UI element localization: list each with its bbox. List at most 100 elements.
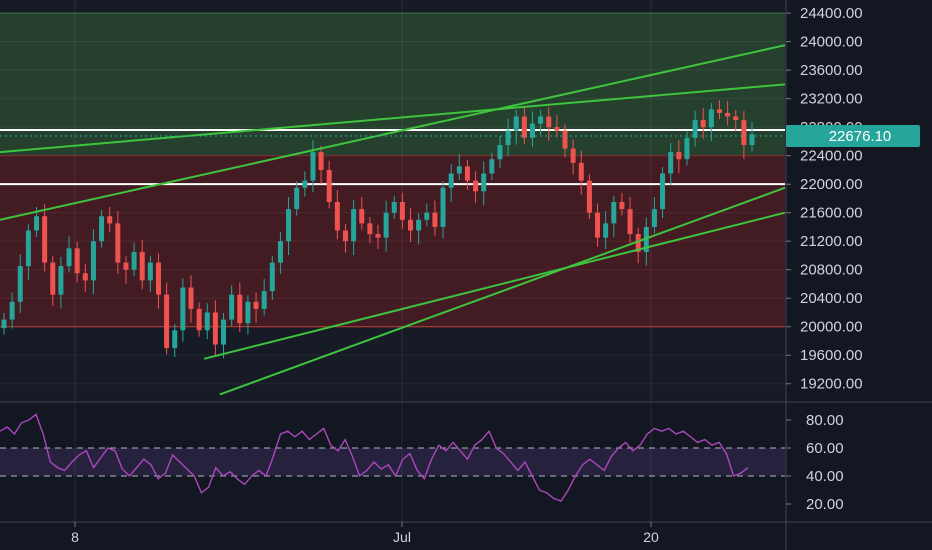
price-gridlines xyxy=(0,0,785,402)
candle-body xyxy=(692,120,698,138)
trendline-3[interactable] xyxy=(219,186,786,396)
candle-body xyxy=(17,266,23,302)
oscillator-line xyxy=(0,413,749,503)
candle-body xyxy=(123,262,129,270)
candle-body xyxy=(651,209,657,227)
candle-body xyxy=(261,291,267,309)
candle-body xyxy=(139,251,145,281)
candle-body xyxy=(147,262,153,281)
candle-body xyxy=(733,116,739,121)
candle-body xyxy=(221,319,227,345)
candle-body xyxy=(497,144,503,160)
trendline-0[interactable] xyxy=(0,44,786,221)
candle-body xyxy=(34,216,40,231)
candle-body xyxy=(700,120,706,128)
candle-body xyxy=(635,234,641,252)
oscillator-tick-label: 80.00 xyxy=(806,412,844,429)
candle-body xyxy=(204,312,210,331)
candle-body xyxy=(473,180,479,192)
candle-body xyxy=(464,166,470,181)
zone-0 xyxy=(0,13,785,156)
candle-body xyxy=(546,116,552,128)
trendline-2[interactable] xyxy=(203,211,786,360)
oscillator-tick-label: 40.00 xyxy=(806,468,844,485)
price-tick-label: 19600.00 xyxy=(800,347,863,364)
candle-body xyxy=(676,152,682,160)
last-price-label: 22676.10 xyxy=(829,128,892,145)
candle-body xyxy=(74,248,80,274)
candle-body xyxy=(595,212,601,238)
candle-body xyxy=(668,152,674,174)
candle-body xyxy=(25,230,31,267)
candle-body xyxy=(570,148,576,163)
horizontal-lines xyxy=(0,129,785,186)
trendline-1[interactable] xyxy=(0,83,786,154)
candle-body xyxy=(155,262,161,295)
candle-body xyxy=(99,216,105,242)
last-price-box xyxy=(786,124,920,147)
candle-body xyxy=(229,294,235,320)
candle-body xyxy=(481,173,487,192)
candle-body xyxy=(554,127,560,131)
candle-body xyxy=(180,287,186,331)
candle-body xyxy=(603,223,609,238)
price-tick-label: 20800.00 xyxy=(800,262,863,279)
time-tick-label: Jul xyxy=(393,529,411,545)
candle-body xyxy=(286,209,292,242)
candle-body xyxy=(1,319,7,329)
candle-body xyxy=(716,109,722,113)
price-tick-label: 23200.00 xyxy=(800,91,863,108)
oscillator-axis[interactable]: 80.00 60.00 40.00 20.00 xyxy=(786,412,844,513)
price-tick-label: 19200.00 xyxy=(800,376,863,393)
candle-body xyxy=(684,137,690,160)
candle-body xyxy=(253,301,259,309)
candle-body xyxy=(367,223,373,235)
candle-body xyxy=(660,173,666,210)
candle-body xyxy=(294,187,300,210)
candle-body xyxy=(107,216,113,224)
trendlines xyxy=(0,44,786,396)
candle-body xyxy=(164,294,170,349)
candle-body xyxy=(619,202,625,210)
candle-body xyxy=(432,212,438,227)
candle-body xyxy=(172,330,178,349)
candle-body xyxy=(66,248,72,267)
candle-body xyxy=(212,312,218,345)
candle-body xyxy=(408,219,414,231)
candle-body xyxy=(578,162,584,181)
last-price-marker: 22676.10 xyxy=(786,124,920,147)
candle-body xyxy=(58,266,64,295)
candle-body xyxy=(42,216,48,263)
candle-body xyxy=(342,230,348,242)
oscillator-pane[interactable] xyxy=(0,402,785,522)
candle-body xyxy=(375,234,381,238)
candle-body xyxy=(399,202,405,220)
time-tick-label: 20 xyxy=(643,529,659,545)
candle-body xyxy=(82,273,88,281)
candle-body xyxy=(538,116,544,124)
time-tick-label: 8 xyxy=(71,529,79,545)
time-axis[interactable]: 8 Jul 20 xyxy=(71,522,659,545)
candle-body xyxy=(310,152,316,181)
price-axis[interactable]: 24400.0024000.0023600.0023200.0022800.00… xyxy=(786,5,863,393)
price-tick-label: 23600.00 xyxy=(800,62,863,79)
candle-body xyxy=(245,301,251,324)
candle-body xyxy=(131,251,137,270)
candle-body xyxy=(237,294,243,324)
price-tick-label: 22000.00 xyxy=(800,176,863,193)
candle-body xyxy=(505,130,511,145)
candle-body xyxy=(562,130,568,149)
price-tick-label: 21200.00 xyxy=(800,233,863,250)
candle-body xyxy=(196,308,202,331)
candle-body xyxy=(50,262,56,295)
candle-body xyxy=(725,112,731,117)
oscillator-tick-label: 60.00 xyxy=(806,440,844,457)
oscillator-tick-label: 20.00 xyxy=(806,496,844,513)
price-pane[interactable] xyxy=(0,0,786,402)
price-tick-label: 24000.00 xyxy=(800,34,863,51)
candle-body xyxy=(188,287,194,309)
candle-body xyxy=(334,202,340,231)
candle-body xyxy=(326,169,332,202)
candle-body xyxy=(115,223,121,263)
